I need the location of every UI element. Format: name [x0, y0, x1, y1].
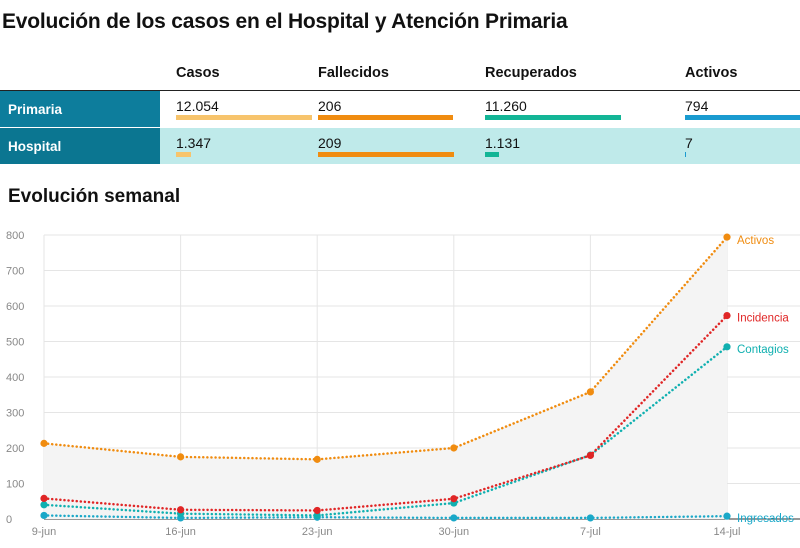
y-tick-label: 500: [6, 337, 24, 349]
page-title: Evolución de los casos en el Hospital y …: [2, 10, 568, 33]
y-tick-label: 0: [6, 514, 12, 526]
data-point: [40, 501, 48, 509]
data-point: [177, 506, 185, 514]
line-chart: 0 100 200 300 400 500 600 700 800 9-jun 16-jun 23-j…: [6, 230, 800, 538]
cell-value: 7: [685, 135, 693, 151]
data-point: [450, 514, 458, 522]
data-point: [313, 506, 321, 515]
series-line-ingresados: [42, 514, 729, 520]
table-header: Casos Fallecidos Recuperados Activos: [0, 56, 800, 91]
data-point: [586, 388, 595, 396]
y-tick-label: 700: [6, 266, 24, 278]
data-point: [40, 439, 48, 447]
series-line-contagios: [42, 345, 729, 517]
y-tick-label: 400: [6, 372, 24, 384]
cell-value: 12.054: [176, 98, 219, 114]
x-tick-label: 9-jun: [32, 526, 56, 538]
data-point: [313, 455, 321, 463]
series-label: Activos: [737, 235, 774, 247]
data-point: [450, 444, 458, 452]
data-point: [177, 453, 185, 461]
data-point: [586, 451, 595, 460]
y-tick-label: 100: [6, 479, 24, 491]
cell-bar: [176, 115, 312, 120]
table-row-hospital: Hospital 1.347 209 1.131 7: [0, 128, 800, 164]
cell-value: 209: [318, 135, 342, 151]
series-line-incidencia: [42, 314, 729, 512]
cell-bar: [318, 152, 454, 157]
y-tick-label: 600: [6, 301, 24, 313]
area-fill: [44, 237, 727, 519]
column-header-fallecidos: Fallecidos: [318, 65, 389, 81]
data-point: [723, 233, 731, 241]
data-point: [40, 511, 48, 520]
data-point: [723, 311, 731, 320]
cell-bar: [318, 115, 453, 120]
cell-bar: [685, 152, 686, 157]
data-point: [723, 512, 731, 520]
cell-bar: [485, 152, 499, 157]
x-tick-label: 16-jun: [165, 526, 196, 538]
row-label: Primaria: [0, 91, 160, 127]
cell-value: 794: [685, 98, 709, 114]
cell-bar: [485, 115, 621, 120]
section-title: Evolución semanal: [8, 186, 181, 207]
row-label: Hospital: [0, 128, 160, 164]
series-label: Contagios: [737, 344, 789, 356]
cell-bar: [176, 152, 191, 157]
cell-value: 206: [318, 98, 342, 114]
y-tick-label: 200: [6, 443, 24, 455]
data-point: [723, 343, 731, 351]
column-header-recuperados: Recuperados: [485, 65, 577, 81]
y-tick-label: 800: [6, 230, 24, 242]
summary-table: Casos Fallecidos Recuperados Activos Pri…: [0, 56, 800, 164]
cell-bar: [685, 115, 800, 120]
data-point: [40, 494, 48, 503]
x-tick-label: 14-jul: [714, 526, 741, 538]
data-point: [586, 514, 595, 522]
series-label: Incidencia: [737, 313, 789, 325]
data-point: [313, 511, 321, 520]
x-tick-label: 30-jun: [439, 526, 470, 538]
x-tick-label: 23-jun: [302, 526, 333, 538]
cell-value: 1.347: [176, 135, 212, 151]
y-tick-label: 300: [6, 408, 24, 420]
column-header-activos: Activos: [685, 65, 738, 81]
cell-value: 1.131: [485, 135, 521, 151]
x-tick-label: 7-jul: [580, 526, 601, 538]
cell-value: 11.260: [485, 98, 527, 114]
table-row-primaria: Primaria 12.054 206 11.260 794: [0, 91, 800, 127]
series-label: Ingresados: [737, 513, 794, 525]
data-point: [450, 495, 458, 503]
series-line-activos: [42, 235, 729, 461]
column-header-casos: Casos: [176, 65, 220, 81]
